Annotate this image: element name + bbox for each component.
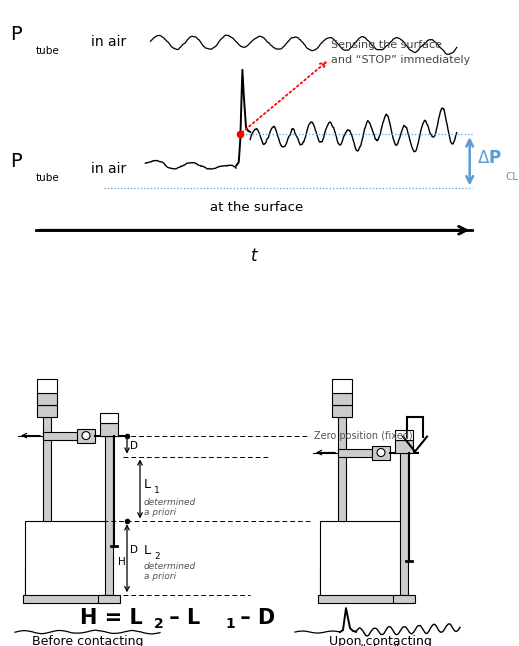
Bar [393,595,415,603]
Text: 2: 2 [154,552,160,561]
Bar [318,595,407,603]
Circle shape [82,432,90,439]
Bar [338,448,388,457]
Text: P: P [10,25,22,44]
Bar [332,379,352,393]
Bar [43,417,51,521]
Bar [100,413,118,422]
Text: tube: tube [35,173,59,183]
Bar [332,393,352,404]
Bar [372,446,390,459]
Text: Before contacting: Before contacting [32,634,144,646]
Text: H = L: H = L [80,608,143,628]
Text: – D: – D [233,608,275,628]
Bar [98,595,120,603]
Text: – L: – L [162,608,200,628]
Text: L: L [144,479,151,492]
Text: at the surface: at the surface [210,201,304,214]
Text: L: L [144,544,151,557]
Text: P: P [10,152,22,171]
Text: $\Delta$P: $\Delta$P [477,149,502,167]
Bar [395,439,413,453]
Bar [320,568,405,596]
Bar [77,428,95,443]
Text: Zero position (fixed): Zero position (fixed) [314,431,413,441]
Text: determined: determined [144,499,196,507]
Circle shape [377,448,385,457]
Bar [23,595,112,603]
Text: Upon contacting: Upon contacting [329,634,431,646]
Bar [37,379,57,393]
Text: tube: tube [35,46,59,56]
Bar [25,521,110,596]
Text: Sensing the surface: Sensing the surface [331,40,442,50]
Bar [395,430,413,439]
Bar [43,432,93,439]
Text: H: H [118,557,126,567]
Bar [332,404,352,417]
Text: 2: 2 [154,617,164,631]
Bar [37,393,57,404]
Text: a priori: a priori [144,572,176,581]
Text: t: t [251,247,257,266]
Text: 1: 1 [154,486,160,495]
Text: “stop”: “stop” [360,643,400,646]
Bar [100,422,118,435]
Text: 1: 1 [225,617,235,631]
Text: in air: in air [91,162,126,176]
Bar [400,450,408,595]
Text: and “STOP” immediately: and “STOP” immediately [331,55,470,65]
Text: D: D [130,441,138,451]
Bar [105,435,113,595]
Text: D: D [130,545,138,556]
Text: CL: CL [506,172,518,182]
Text: a priori: a priori [144,508,176,517]
Bar [25,568,110,596]
Bar [338,417,346,521]
Text: determined: determined [144,562,196,570]
Text: in air: in air [91,35,126,49]
Bar [320,521,405,596]
Bar [37,404,57,417]
